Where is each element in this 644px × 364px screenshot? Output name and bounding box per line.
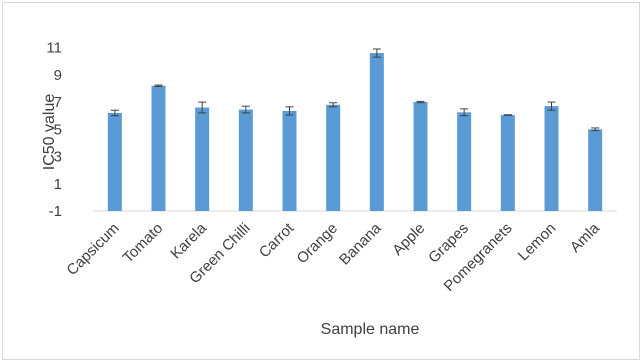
y-axis-ticks: -1 1 3 5 7 9 11 [46, 40, 62, 220]
error-bar [372, 48, 381, 58]
bars [107, 53, 603, 211]
error-bars [110, 48, 600, 132]
error-bar [110, 109, 119, 117]
x-tick-label: Amla [567, 219, 604, 256]
error-bar [547, 101, 556, 111]
y-tick-label: 7 [54, 94, 62, 111]
error-bar [285, 106, 294, 116]
error-bar [241, 105, 250, 114]
x-tick-label: Banana [336, 219, 385, 268]
x-tick-label: Tomato [120, 220, 167, 267]
bar-karela [195, 107, 210, 211]
y-axis-label: IC50 value [41, 94, 58, 171]
bar-apple [413, 102, 428, 211]
x-tick-label: Apple [389, 220, 428, 259]
x-tick-label: Carrot [256, 219, 298, 261]
error-bar [198, 101, 207, 114]
y-tick-label: 1 [54, 176, 62, 193]
bar-orange [326, 104, 341, 211]
x-axis-label: Sample name [321, 321, 420, 338]
bar-pomegranets [500, 115, 515, 211]
y-tick-label: 3 [54, 149, 62, 166]
x-tick-label: Capsicum [63, 220, 122, 279]
error-bar [591, 127, 600, 132]
y-tick-label: 11 [46, 40, 62, 57]
bar-banana [369, 53, 384, 211]
error-bar [416, 100, 425, 104]
x-tick-label: Lemon [515, 220, 559, 264]
error-bar [329, 102, 338, 108]
error-bar [460, 108, 469, 117]
y-tick-label: -1 [49, 203, 62, 220]
bar-amla [588, 129, 603, 211]
error-bar [503, 114, 512, 116]
y-tick-label: 5 [54, 121, 62, 138]
bar-capsicum [107, 112, 122, 211]
x-tick-label: Orange [294, 220, 341, 267]
error-bar [154, 84, 163, 87]
y-tick-label: 9 [54, 67, 62, 84]
bar-green-chilli [238, 109, 253, 211]
bar-lemon [544, 106, 559, 211]
bar-carrot [282, 110, 297, 211]
bar-tomato [151, 85, 166, 211]
bar-grapes [457, 112, 472, 211]
x-tick-label: Karela [167, 219, 210, 262]
